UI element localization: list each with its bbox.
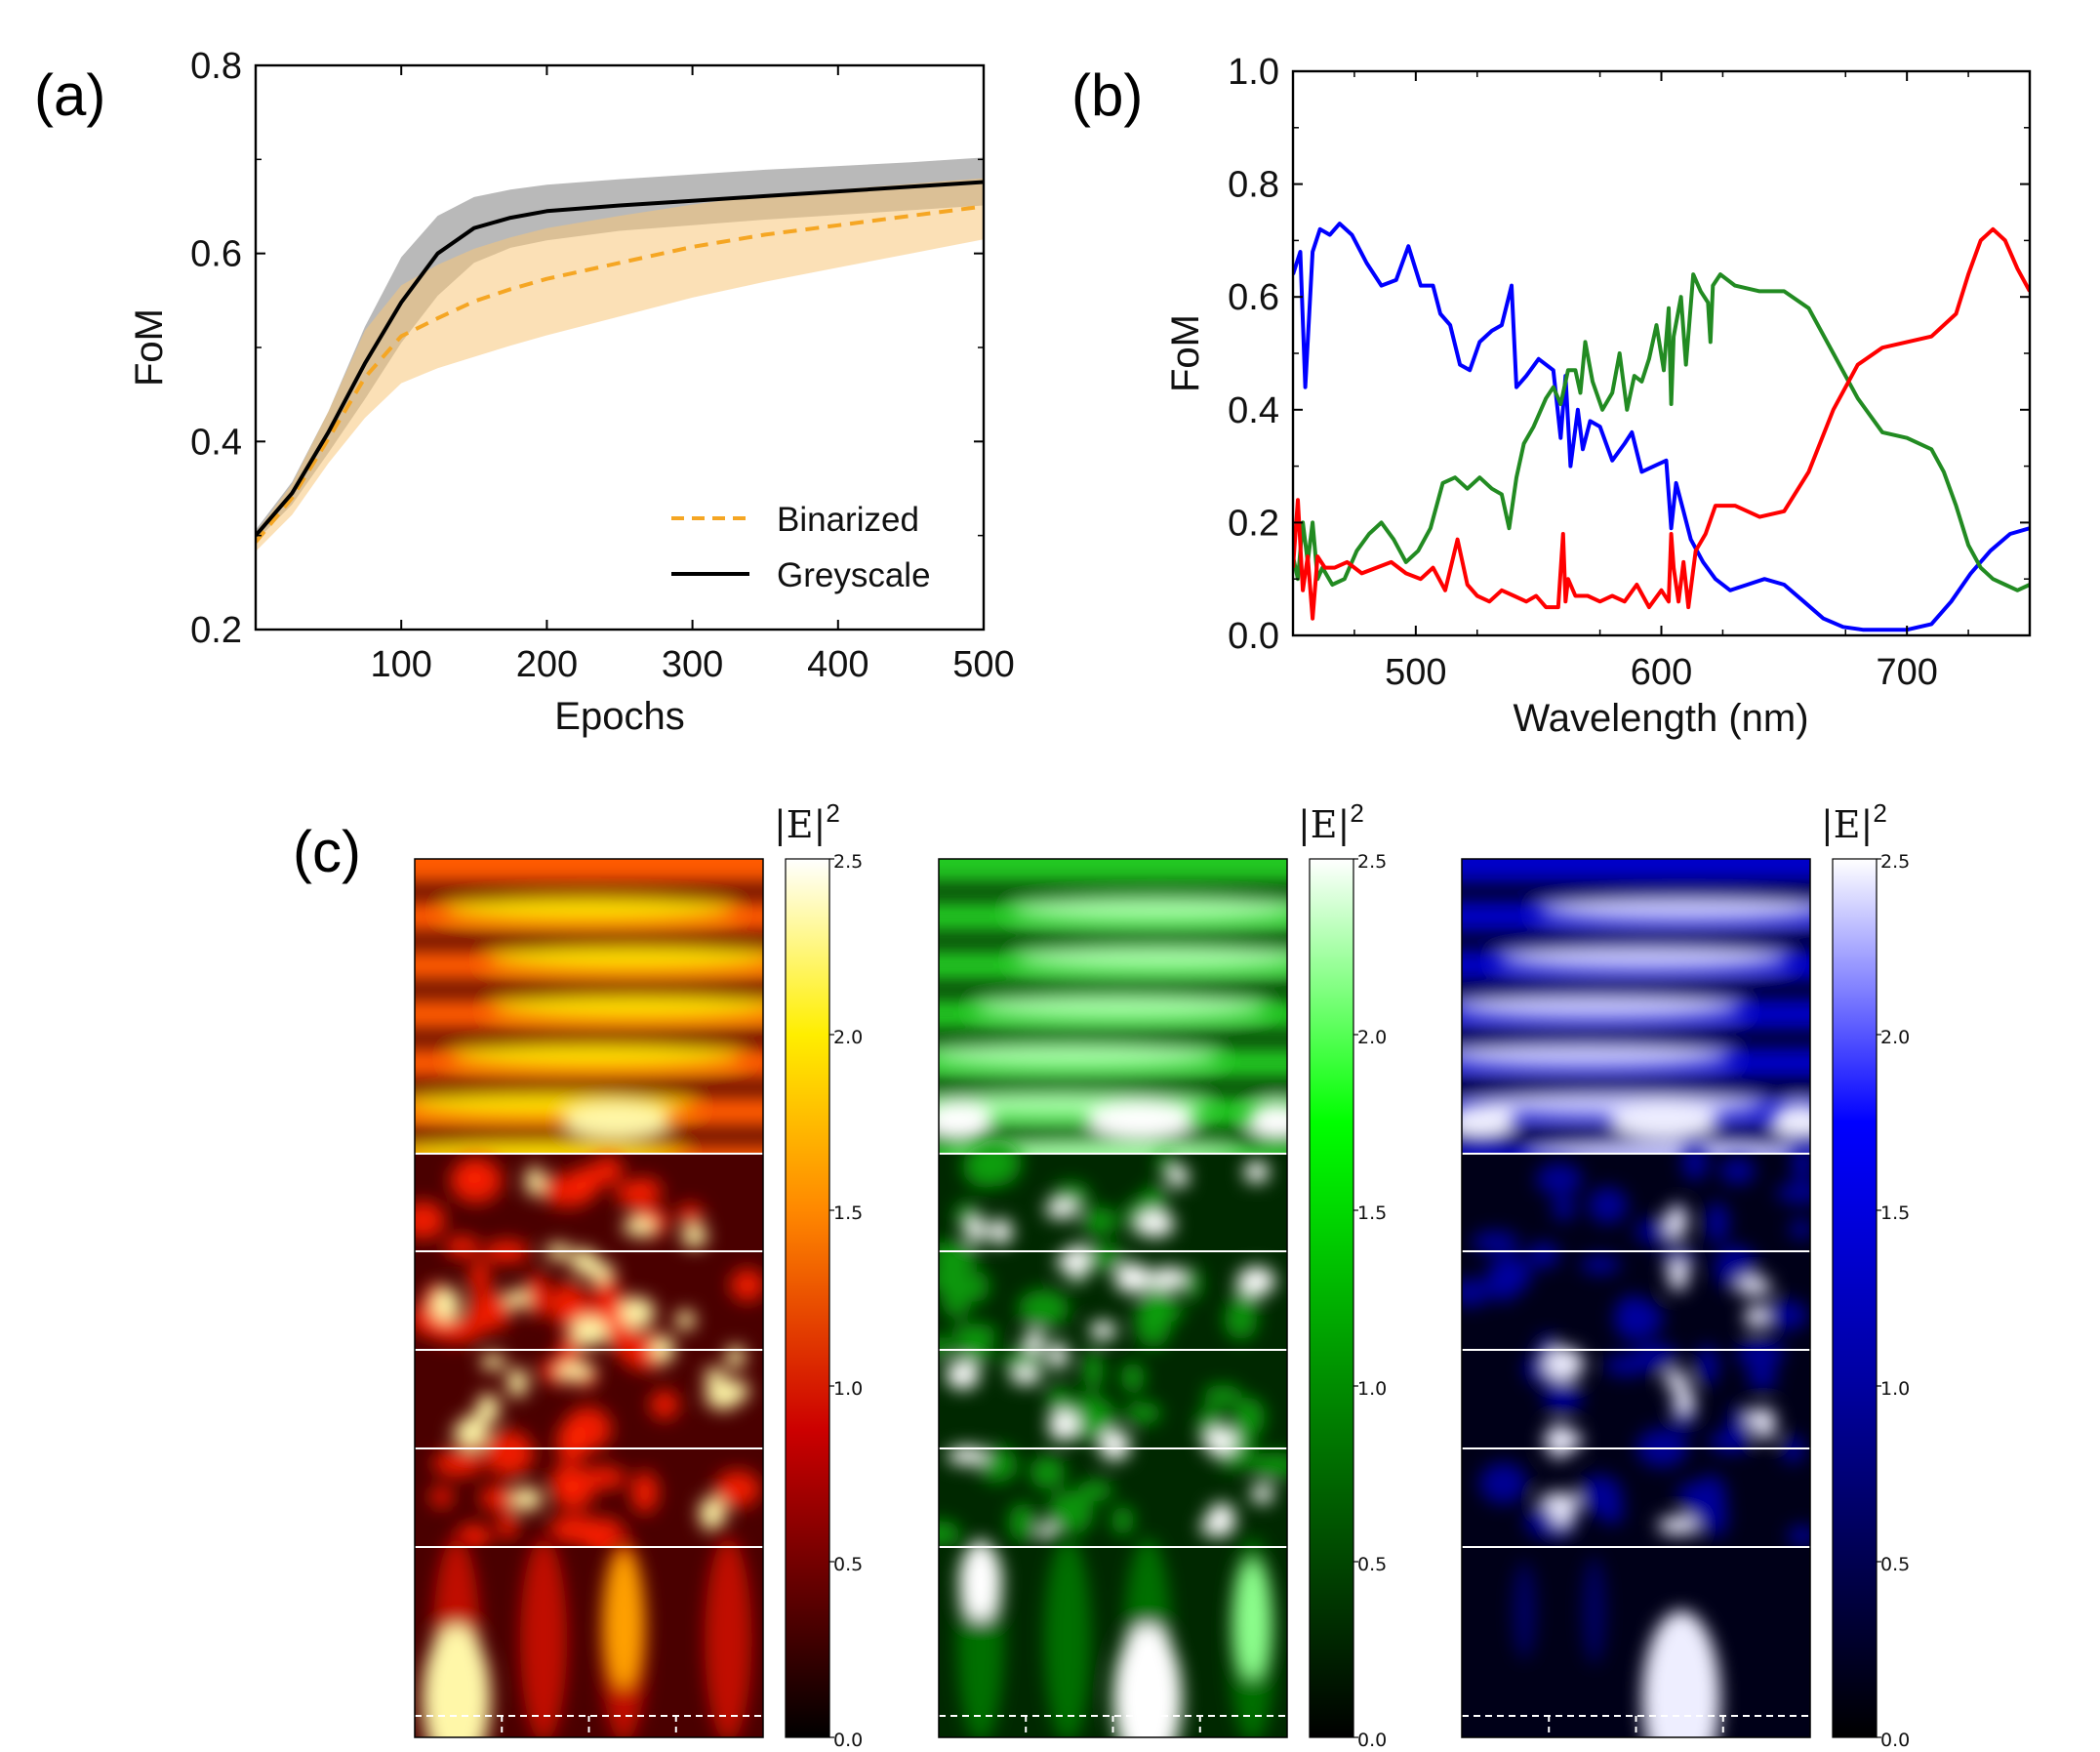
colorbar-tick-label: 0.0 <box>1880 1730 1910 1751</box>
colorbar-tick-label: 1.5 <box>833 1202 863 1224</box>
y-tick-label: 0.8 <box>190 46 242 87</box>
panel-a-ylabel: FoM <box>128 308 171 387</box>
colorbar-tick-label: 0.5 <box>1880 1554 1910 1575</box>
x-tick-label: 300 <box>662 644 723 685</box>
legend-greyscale-label: Greyscale <box>777 556 931 594</box>
y-tick-label: 0.2 <box>1228 503 1279 544</box>
panel-b-ylabel: FoM <box>1164 314 1207 392</box>
colorbar-tick-label: 0.0 <box>1357 1730 1387 1751</box>
panel-b: (b) 500 600 700 0.0 0.2 0.4 0.6 0.8 1.0 Waveleng… <box>1071 52 2032 740</box>
panel-a-label: (a) <box>34 62 105 128</box>
colorbar-tick-label: 1.0 <box>1880 1378 1910 1400</box>
colorbar-tick-label: 0.5 <box>1357 1554 1387 1575</box>
band-binarized <box>256 178 984 551</box>
spectrum-line-red <box>1293 226 2030 621</box>
panel-a: (a) 100 200 300 400 500 0.2 0.4 0.6 0.8 Epochs F… <box>34 46 1015 738</box>
x-tick-label: 700 <box>1876 652 1937 693</box>
panel-c: (c) 0.0 0.5 1.0 1.5 2.0 2.5 |E|2 0.0 0.5 1.0 1.5 2.… <box>293 798 1910 1751</box>
colorbar-tick-label: 2.0 <box>833 1027 863 1048</box>
line-greyscale <box>256 180 984 538</box>
y-tick-label: 0.6 <box>190 234 242 275</box>
colorbar-title: |E|2 <box>1298 798 1364 846</box>
field-map-hot <box>415 859 763 1737</box>
line-binarized <box>256 204 984 544</box>
colorbar-tick-label: 2.0 <box>1880 1027 1910 1048</box>
colorbar-hot <box>785 858 830 1738</box>
colorbar-tick-label: 0.0 <box>833 1730 863 1751</box>
panel-c-label: (c) <box>293 819 361 884</box>
colorbar-tick-label: 1.5 <box>1357 1202 1387 1224</box>
colorbar-tick-label: 2.5 <box>833 851 863 873</box>
y-tick-label: 0.2 <box>190 610 242 651</box>
panel-b-xlabel: Wavelength (nm) <box>1513 697 1808 740</box>
x-tick-label: 200 <box>516 644 578 685</box>
x-tick-label: 400 <box>807 644 868 685</box>
field-map-blue <box>1462 859 1810 1737</box>
colorbar-tick-label: 2.5 <box>1880 851 1910 873</box>
y-tick-label: 0.6 <box>1228 277 1279 318</box>
x-tick-label: 500 <box>952 644 1014 685</box>
y-tick-label: 0.4 <box>190 422 242 463</box>
y-tick-label: 1.0 <box>1228 52 1279 93</box>
panel-b-label: (b) <box>1071 62 1143 128</box>
colorbar-tick-label: 1.5 <box>1880 1202 1910 1224</box>
panel-a-xlabel: Epochs <box>554 695 684 738</box>
field-map-green <box>939 859 1287 1737</box>
colorbar-tick-label: 1.0 <box>833 1378 863 1400</box>
colorbar-blue <box>1832 858 1878 1738</box>
field-map-frame <box>938 858 1288 1738</box>
panel-a-legend: Binarized Greyscale <box>671 501 931 594</box>
y-tick-label: 0.8 <box>1228 165 1279 206</box>
colorbar-title: |E|2 <box>1821 798 1887 846</box>
colorbar-tick-label: 2.5 <box>1357 851 1387 873</box>
colorbar-tick-label: 0.5 <box>833 1554 863 1575</box>
field-map-frame <box>414 858 764 1738</box>
colorbar-tick-label: 2.0 <box>1357 1027 1387 1048</box>
x-tick-label: 600 <box>1631 652 1692 693</box>
spectrum-line-green <box>1293 272 2030 592</box>
y-tick-label: 0.4 <box>1228 390 1279 431</box>
colorbar-green <box>1309 858 1354 1738</box>
legend-binarized-label: Binarized <box>777 501 919 539</box>
colorbar-tick-label: 1.0 <box>1357 1378 1387 1400</box>
x-tick-label: 100 <box>370 644 431 685</box>
y-tick-label: 0.0 <box>1228 616 1279 657</box>
spectrum-line-blue <box>1293 222 2030 632</box>
x-tick-label: 500 <box>1385 652 1446 693</box>
colorbar-title: |E|2 <box>774 798 840 846</box>
field-map-frame <box>1461 858 1811 1738</box>
